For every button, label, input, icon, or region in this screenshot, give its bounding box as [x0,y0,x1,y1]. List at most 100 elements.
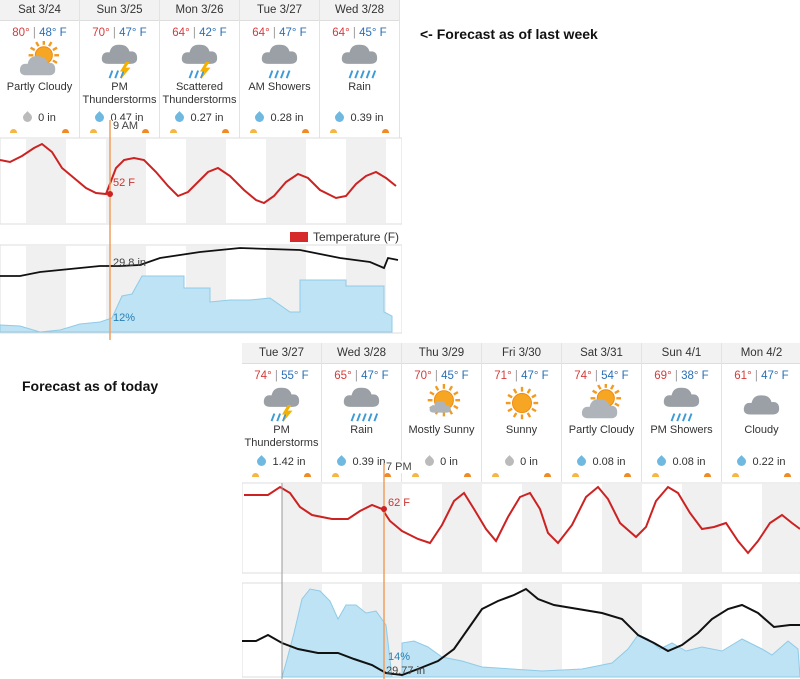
night-band [266,139,306,223]
precip-amount: 0.08 in [562,455,641,468]
sun-times [322,473,401,477]
high-temp: 74° [574,370,592,382]
low-temp: 47° F [119,27,147,39]
day-column[interactable]: Sun 3/25 70° | 47° F PM Thunderstorms 0.… [80,0,160,138]
night-band [762,484,800,572]
raindrop-icon [253,111,267,124]
high-temp: 69° [654,370,672,382]
low-temp: 47° F [361,370,389,382]
low-temp: 47° F [761,370,789,382]
caption-today: Forecast as of today [22,378,159,394]
day-name: Sun 3/25 [80,0,159,21]
sun-times [160,129,239,133]
night-band [522,484,562,572]
day-name: Sat 3/24 [0,0,79,21]
day-column[interactable]: Tue 3/27 74° | 55° F PM Thunderstorms 1.… [242,343,322,482]
sunset-icon [464,473,471,477]
condition-label: PM Thunderstorms [82,81,157,106]
day-column[interactable]: Sun 4/1 69° | 38° F PM Showers 0.08 in [642,343,722,482]
day-column[interactable]: Sat 3/24 80° | 48° F Partly Cloudy 0 in [0,0,80,138]
day-column[interactable]: Sat 3/31 74° | 54° F Partly Cloudy 0.08 … [562,343,642,482]
day-column[interactable]: Mon 4/2 61° | 47° F Cloudy 0.22 in [722,343,800,482]
night-band [442,484,482,572]
night-band [26,139,66,223]
sun-times [240,129,319,133]
sunrise-icon [652,473,659,477]
rain-icon [341,44,377,79]
day-name: Fri 3/30 [482,343,561,364]
low-temp: 45° F [441,370,469,382]
sunrise-icon [250,129,257,133]
high-temp: 70° [414,370,432,382]
high-temp: 70° [92,27,110,39]
sunny-icon [505,386,538,420]
sunrise-icon [332,473,339,477]
night-band [26,246,66,332]
sun-times [722,473,800,477]
sunset-icon [62,129,69,133]
sun-times [402,473,481,477]
partly-cloudy-icon [19,41,59,76]
sunrise-icon [10,129,17,133]
day-column[interactable]: Thu 3/29 70° | 45° F Mostly Sunny 0 in [402,343,482,482]
day-column[interactable]: Mon 3/26 64° | 42° F Scattered Thunderst… [160,0,240,138]
temperature-range: 71° | 47° F [494,370,549,382]
low-temp: 38° F [681,370,709,382]
precip-amount: 0 in [402,455,481,468]
condition-label: Mostly Sunny [408,424,475,436]
night-band [266,246,306,332]
raindrop-icon [173,111,187,124]
precip-value: 0.39 in [350,112,384,124]
pressure-line [242,587,800,677]
day-column[interactable]: Tue 3/27 64° | 47° F AM Showers 0.28 in [240,0,320,138]
temperature-range: 74° | 54° F [574,370,629,382]
temperature-range: 64° | 47° F [252,27,307,39]
pressure-readout: 29.8 in [113,257,147,269]
rain-icon [343,387,379,422]
sun-times [562,473,641,477]
raindrop-icon [21,111,34,124]
night-band [186,246,226,332]
sunrise-icon [492,473,499,477]
raindrop-icon [255,455,269,468]
rain-chance-readout: 12% [113,312,136,324]
high-temp: 64° [252,27,270,39]
condition-label: Partly Cloudy [6,81,73,93]
high-temp: 80° [12,27,30,39]
precip-value: 0 in [440,456,458,468]
precip-amount: 0 in [0,111,79,124]
temperature-range: 64° | 45° F [332,27,387,39]
day-column[interactable]: Wed 3/28 65° | 47° F Rain 0.39 in [322,343,402,482]
sunset-icon [222,129,229,133]
day-column[interactable]: Wed 3/28 64° | 45° F Rain 0.39 in [320,0,400,138]
precip-amount: 0 in [482,455,561,468]
precip-amount: 0.08 in [642,455,721,468]
temperature-range: 70° | 45° F [414,370,469,382]
low-temp: 47° F [521,370,549,382]
condition-label: Scattered Thunderstorms [162,81,237,106]
rain-chance-area [0,275,393,333]
precip-amount: 1.42 in [242,455,321,468]
night-band [682,584,722,676]
precip-value: 0.28 in [270,112,304,124]
cursor-time-label: 9 AM [113,120,139,132]
pressure-rain-chart [242,582,800,678]
sunset-icon [382,129,389,133]
sunrise-icon [170,129,177,133]
sun-times [80,129,159,133]
low-temp: 45° F [359,27,387,39]
raindrop-icon [93,111,107,124]
condition-label: PM Thunderstorms [244,424,319,449]
sunset-icon [384,473,391,477]
raindrop-icon [655,455,669,468]
day-name: Wed 3/28 [320,0,399,21]
condition-label: AM Showers [248,81,311,93]
pressure-rain-chart [0,244,402,334]
sunset-icon [704,473,711,477]
precip-value: 0.39 in [352,456,386,468]
day-column[interactable]: Fri 3/30 71° | 47° F Sunny 0 in [482,343,562,482]
high-temp: 64° [172,27,190,39]
night-band [186,139,226,223]
cloudy-icon [743,395,779,415]
low-temp: 47° F [279,27,307,39]
